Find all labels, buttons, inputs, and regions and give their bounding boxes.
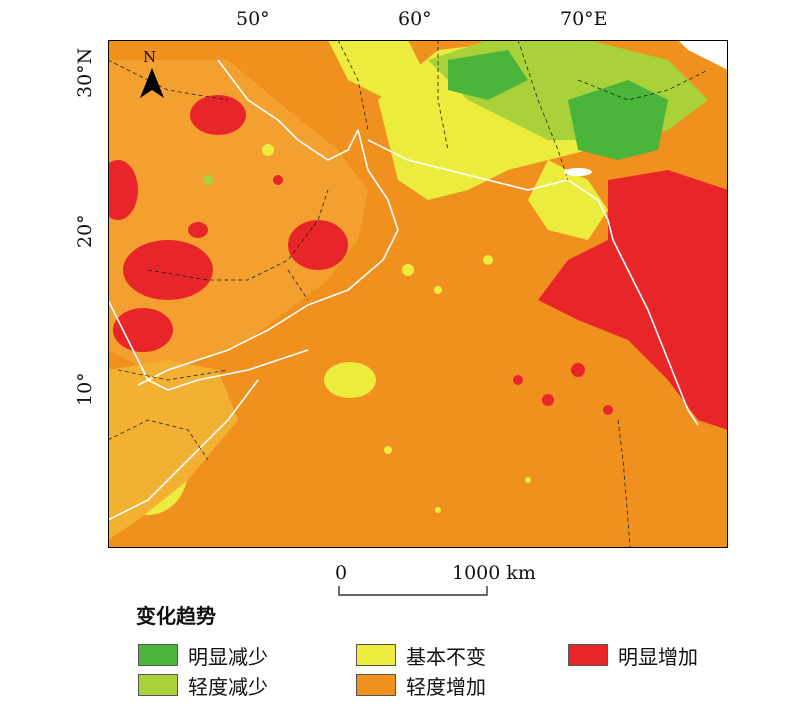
legend-item-light-decrease: 轻度减少 [138, 672, 268, 699]
legend-label: 明显增加 [618, 644, 698, 669]
lat-tick-20: 20° [74, 214, 96, 248]
legend-item-stable: 基本不变 [356, 642, 486, 669]
legend-swatch [138, 674, 178, 696]
legend-item-light-increase: 轻度增加 [356, 672, 486, 699]
strong-increase-sea-patch [188, 222, 208, 238]
coastlines [108, 59, 699, 521]
mottle-dots [203, 144, 613, 513]
yellow-zone-iran-w [328, 40, 428, 100]
strong-decrease-iran [448, 50, 528, 100]
scale-end-label: 1000 km [452, 562, 536, 584]
white-patch-ne [678, 40, 728, 70]
trend-map [108, 40, 728, 548]
yellow-patch-sea [324, 362, 376, 398]
legend-label: 轻度减少 [188, 674, 268, 699]
lon-tick-60: 60° [398, 8, 432, 30]
country-borders [108, 40, 709, 548]
map-frame [108, 40, 728, 548]
strong-increase-yemen [113, 308, 173, 352]
legend-swatch [568, 644, 608, 666]
strong-increase-oman [288, 220, 348, 270]
legend-title: 变化趋势 [136, 604, 216, 628]
legend-item-strong-decrease: 明显减少 [138, 642, 268, 669]
lon-tick-50: 50° [236, 8, 270, 30]
yellow-zone-gujarat [528, 160, 608, 240]
strong-increase-arabia-sw [123, 240, 213, 300]
strong-increase-arabia-nw [190, 95, 246, 135]
lat-tick-30n: 30°N [74, 47, 96, 98]
strong-decrease-pakistan [568, 80, 668, 160]
strong-increase-india [538, 170, 728, 430]
legend-label: 基本不变 [406, 644, 486, 669]
scale-bar [338, 586, 488, 596]
legend-label: 明显减少 [188, 644, 268, 669]
legend-label: 轻度增加 [406, 674, 486, 699]
strong-increase-iraq [108, 160, 138, 220]
legend-item-strong-increase: 明显增加 [568, 642, 698, 669]
north-arrow: N [140, 48, 164, 102]
scale-start-label: 0 [335, 562, 348, 584]
white-patch-kutch [564, 168, 592, 176]
lon-tick-70e: 70°E [560, 8, 608, 30]
north-label: N [143, 48, 157, 66]
legend-swatch [356, 644, 396, 666]
legend-swatch [138, 644, 178, 666]
legend-swatch [356, 674, 396, 696]
north-arrow-icon [140, 68, 164, 98]
lat-tick-10: 10° [74, 372, 96, 406]
yellow-zone-east-africa [108, 360, 238, 540]
